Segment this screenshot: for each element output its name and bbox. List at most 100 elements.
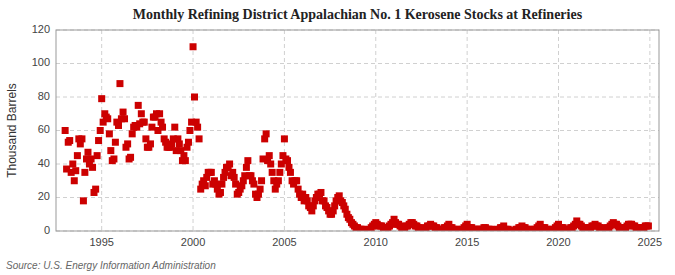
y-tick-label: 100	[32, 56, 50, 68]
y-tick-label: 20	[38, 190, 50, 202]
point	[115, 122, 122, 129]
y-axis-label: Thousand Barrels	[5, 83, 19, 178]
x-tick-label: 2020	[546, 236, 570, 248]
chart-container: 0 20 40 60 80 100 120 1995 2000 2005 2010 2015 2020 2…	[0, 0, 675, 275]
point	[284, 157, 291, 164]
point	[74, 152, 81, 159]
point	[124, 140, 131, 147]
point	[196, 135, 203, 142]
point	[266, 152, 273, 159]
x-tick-label: 2015	[455, 236, 479, 248]
point	[226, 161, 233, 168]
point	[156, 110, 163, 117]
point	[141, 119, 148, 126]
point	[135, 102, 142, 109]
point	[317, 189, 324, 196]
point	[107, 147, 114, 154]
x-tick-label: 2000	[181, 236, 205, 248]
point	[112, 139, 119, 146]
point	[287, 169, 294, 176]
point	[276, 169, 283, 176]
grid-line-x	[375, 30, 376, 231]
point	[62, 127, 69, 134]
grid-line-x	[467, 30, 468, 231]
point	[84, 149, 91, 156]
x-tick-label: 1995	[89, 236, 113, 248]
point	[250, 181, 257, 188]
grid-line-x	[649, 30, 650, 231]
chart-title: Monthly Refining District Appalachian No…	[133, 7, 583, 22]
grid	[56, 30, 659, 231]
axes: 0 20 40 60 80 100 120 1995 2000 2005 2010 2015 2020 2…	[32, 23, 662, 248]
grid-line-x	[284, 30, 285, 231]
point	[185, 139, 192, 146]
point	[94, 152, 101, 159]
grid-line-x	[558, 30, 559, 231]
point	[104, 115, 111, 122]
point	[110, 155, 117, 162]
point	[98, 95, 105, 102]
point	[208, 169, 215, 176]
point	[106, 130, 113, 137]
point	[243, 164, 250, 171]
grid-line-y	[56, 97, 659, 98]
point	[72, 167, 79, 174]
y-tick-label: 120	[32, 23, 50, 35]
point	[218, 181, 225, 188]
point	[71, 177, 78, 184]
plot-background	[56, 30, 659, 231]
x-tick-label: 2005	[272, 236, 296, 248]
point	[217, 189, 224, 196]
point	[138, 110, 145, 117]
point	[120, 109, 127, 116]
plot-frame	[56, 30, 659, 231]
point	[269, 169, 276, 176]
point	[171, 124, 178, 131]
point	[159, 124, 166, 131]
point	[147, 140, 154, 147]
grid-line-y	[56, 130, 659, 131]
grid-line-y	[56, 164, 659, 165]
point	[267, 161, 274, 168]
point	[66, 137, 73, 144]
point	[194, 124, 201, 131]
point	[121, 115, 128, 122]
grid-line-y	[56, 197, 659, 198]
grid-line-y	[56, 63, 659, 64]
point	[293, 177, 300, 184]
point	[129, 130, 136, 137]
point	[182, 157, 189, 164]
point	[116, 80, 123, 87]
point	[69, 161, 76, 168]
point	[186, 127, 193, 134]
y-tick-label: 60	[38, 123, 50, 135]
y-tick-label: 40	[38, 157, 50, 169]
point	[88, 155, 95, 162]
x-tick-label: 2025	[638, 236, 662, 248]
point	[275, 177, 282, 184]
point	[231, 174, 238, 181]
point	[97, 127, 104, 134]
point	[191, 94, 198, 101]
y-tick-label: 0	[44, 224, 50, 236]
point	[89, 164, 96, 171]
point	[202, 182, 209, 189]
point	[263, 130, 270, 137]
point	[190, 43, 197, 50]
point	[95, 137, 102, 144]
x-tick-label: 2010	[364, 236, 388, 248]
source-note: Source: U.S. Energy Information Administ…	[6, 260, 216, 271]
point	[78, 135, 85, 142]
point	[257, 186, 264, 193]
y-tick-label: 80	[38, 90, 50, 102]
point	[176, 140, 183, 147]
point	[92, 186, 99, 193]
point	[645, 222, 652, 229]
point	[148, 124, 155, 131]
point	[81, 169, 88, 176]
point	[127, 154, 134, 161]
point	[281, 135, 288, 142]
chart-svg: 0 20 40 60 80 100 120 1995 2000 2005 2010 2015 2020 2…	[0, 0, 675, 275]
point	[80, 197, 87, 204]
point	[258, 177, 265, 184]
